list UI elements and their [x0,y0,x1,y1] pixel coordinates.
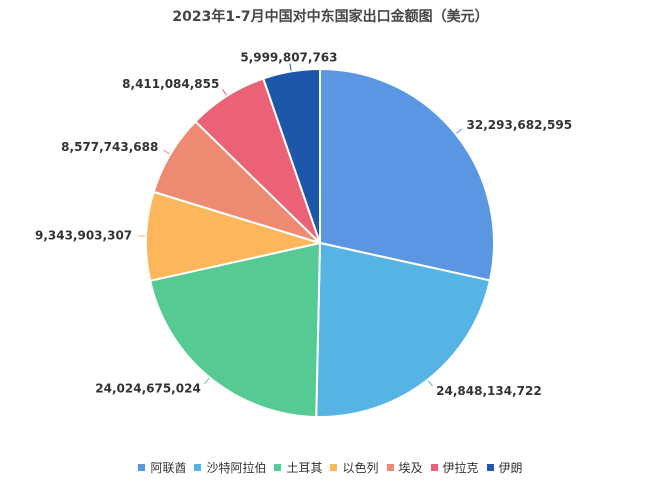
legend-item-1[interactable]: 阿联酋 [138,459,186,476]
chart-title: 2023年1-7月中国对中东国家出口金额图（美元） [172,9,489,25]
legend-label: 阿联酋 [150,461,187,475]
pie-slice-3 [149,242,321,418]
legend-swatch [386,464,394,471]
legend-swatch [138,464,146,471]
legend-item-5[interactable]: 埃及 [386,459,423,476]
legend-item-3[interactable]: 土耳其 [274,459,322,476]
legend-swatch [194,464,202,471]
value-label-3: 24,024,675,024 [95,381,201,395]
legend-label: 土耳其 [286,461,323,475]
leader-line-1 [456,128,463,134]
leader-lines [138,63,463,387]
legend-item-2[interactable]: 沙特阿拉伯 [194,459,266,476]
legend-swatch [486,464,494,471]
legend-label: 以色列 [342,461,379,475]
pie-slice-1 [319,68,495,282]
legend-label: 沙特阿拉伯 [206,461,267,475]
value-label-4: 9,343,903,307 [35,229,132,243]
value-label-1: 32,293,682,595 [467,118,573,132]
pie-slice-7 [262,68,321,244]
leader-line-3 [204,378,210,385]
legend-item-4[interactable]: 以色列 [330,459,379,476]
value-label-2: 24,848,134,722 [436,384,542,398]
pie-slices [145,68,495,418]
legend-label: 伊朗 [498,461,523,475]
legend-swatch [330,464,338,471]
legend-item-7[interactable]: 伊朗 [486,459,523,476]
value-labels: 32,293,682,595 24,848,134,722 24,024,675,0… [35,51,572,398]
legend-label: 伊拉克 [442,461,479,475]
legend-item-6[interactable]: 伊拉克 [430,459,479,476]
legend: 阿联酋 沙特阿拉伯 土耳其 以色列 埃及 伊拉克 伊朗 [0,459,661,476]
value-label-7: 5,999,807,763 [240,51,337,65]
leader-line-7 [289,63,292,71]
leader-line-5 [163,149,170,155]
leader-line-6 [222,89,227,96]
legend-label: 埃及 [398,461,423,475]
legend-swatch [274,464,282,471]
legend-swatch [430,464,438,471]
pie-slice-4 [145,190,321,282]
value-label-6: 8,411,084,855 [122,77,219,91]
leader-line-2 [427,380,433,387]
value-label-5: 8,577,743,688 [61,140,158,154]
pie-slice-2 [315,242,491,418]
